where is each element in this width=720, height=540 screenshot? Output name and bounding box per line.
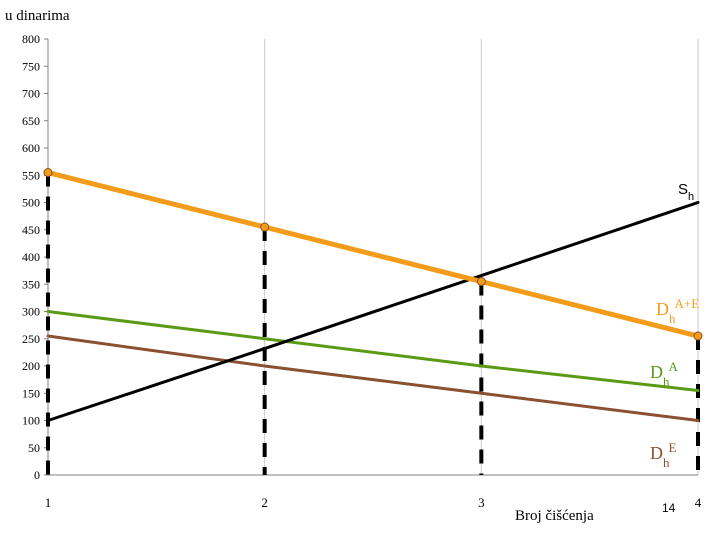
x-tick-label-2: 2	[261, 495, 268, 510]
series-line-dhae	[45, 170, 701, 339]
y-tick-label-200: 200	[22, 359, 40, 373]
y-tick-label-650: 650	[22, 114, 40, 128]
y-tick-label-250: 250	[22, 332, 40, 346]
series-line-dha	[46, 310, 700, 393]
series-label-dhe: DhE	[650, 440, 677, 470]
dashed-drop-lines	[46, 172, 700, 475]
x-tick-label-4: 4	[695, 495, 702, 510]
x-axis-title: Broj čišćenja	[515, 508, 594, 524]
slide-number: 14	[662, 501, 676, 515]
series-labels: DhA+E DhA DhE Sh	[650, 181, 699, 470]
series-lines	[45, 170, 701, 422]
x-tick-label-3: 3	[478, 495, 485, 510]
y-tick-label-0: 0	[34, 468, 40, 482]
data-point-x-3	[476, 277, 486, 287]
y-tick-label-100: 100	[22, 414, 40, 428]
y-tick-label-600: 600	[22, 141, 40, 155]
y-tick-label-150: 150	[22, 386, 40, 400]
y-tick-label-550: 550	[22, 168, 40, 182]
series-label-sh: Sh	[678, 181, 694, 203]
y-tick-label-800: 800	[22, 32, 40, 46]
y-tick-label-750: 750	[22, 59, 40, 73]
y-tick-label-300: 300	[22, 305, 40, 319]
y-tick-label-450: 450	[22, 223, 40, 237]
series-line-sh	[46, 201, 700, 422]
data-point-x-4	[693, 331, 703, 341]
y-tick-labels: 0 50 100 150 200 250 300 350 400 450 500 550 600 650 7…	[22, 32, 40, 482]
series-markers	[43, 168, 703, 341]
series-line-dhe	[46, 334, 700, 422]
x-tick-label-1: 1	[45, 495, 52, 510]
y-tick-label-700: 700	[22, 87, 40, 101]
y-tick-label-400: 400	[22, 250, 40, 264]
y-tick-label-500: 500	[22, 196, 40, 210]
data-point-x-2	[260, 222, 270, 232]
y-tick-label-50: 50	[28, 441, 40, 455]
data-point-x-1	[43, 168, 53, 178]
series-label-dha: DhA	[650, 359, 679, 389]
y-tick-label-350: 350	[22, 277, 40, 291]
y-axis-title: u dinarima	[5, 8, 70, 24]
series-label-dhae: DhA+E	[656, 296, 699, 326]
x-tick-labels: 1 2 3 4	[45, 495, 702, 510]
